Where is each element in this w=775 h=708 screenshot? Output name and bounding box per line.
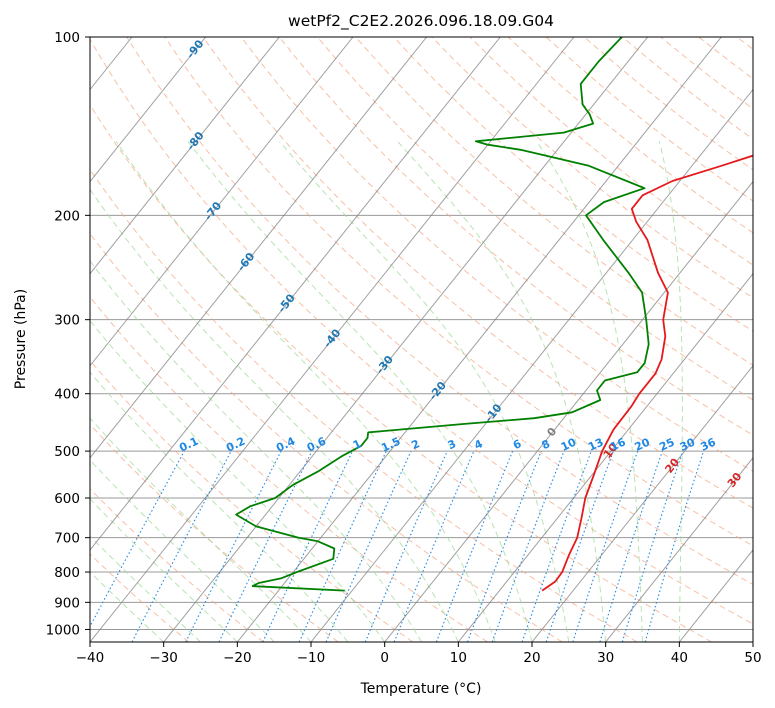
mixing-ratio-label: 10 [559,435,579,453]
mixing-ratio-line [491,450,565,642]
dry-adiabat-line [126,37,753,586]
isotherm-line [457,272,753,642]
chart-title: wetPf2_C2E2.2026.096.18.09.G04 [288,12,554,31]
mixing-ratio-label: 13 [586,436,605,454]
dry-adiabat-line [90,296,488,642]
mixing-ratio-line [644,450,705,642]
dewpoint-profile [235,37,650,592]
y-tick-label: 1000 [46,622,80,638]
moist-adiabat-line [658,141,683,642]
plot-frame [89,36,754,643]
mixing-ratio-line [572,450,639,642]
y-tick-label: 300 [54,313,80,329]
temperature-profile [541,154,753,592]
dry-adiabats [90,37,753,642]
y-tick-label: 400 [54,387,80,403]
x-tick-label: 40 [671,650,688,666]
y-axis-ticks: 100 200 300 400 500 600 700 800 900 1000 [46,30,90,638]
mixing-ratio-label: 30 [678,435,698,453]
isotherm-grid [90,37,753,642]
x-tick-label: −10 [297,650,326,666]
y-tick-label: 500 [54,444,80,460]
dry-adiabat-line [202,37,753,509]
dry-adiabat-line [278,37,753,436]
mixing-ratio-line [466,450,542,642]
y-tick-label: 600 [54,491,80,507]
dry-adiabat-line [90,232,563,642]
mixing-ratio-line [364,450,448,642]
isotherm-line [384,180,753,642]
x-tick-label: 50 [744,650,761,666]
mixing-ratio-line [621,450,684,642]
y-tick-label: 100 [54,30,80,46]
y-tick-label: 800 [54,565,80,581]
moist-adiabat-line [90,417,312,642]
isotherm-line [90,37,501,551]
x-axis-ticks: −40 −30 −20 −10 0 10 20 30 40 50 [76,642,762,666]
mixing-ratio-line [545,450,614,642]
x-tick-label: −30 [149,650,178,666]
mixing-ratio-line [435,450,514,642]
moist-adiabat-line [90,260,422,642]
y-tick-label: 700 [54,531,80,547]
dry-adiabat-line [393,37,753,332]
mixing-ratio-label: 16 [608,435,628,453]
isotherm-line [605,457,753,642]
sounding-series [235,37,753,592]
moist-adiabat-line [397,140,607,642]
isotherm-line [90,37,428,459]
isotherm-line [90,37,575,642]
dry-adiabat-line [164,37,753,547]
moist-adiabat-line [90,188,459,642]
x-tick-label: −40 [76,650,105,666]
dry-adiabat-line [90,38,753,625]
isotherm-line [531,364,753,642]
mixing-ratio-line [185,450,282,642]
moist-adiabat-line [115,141,496,642]
dry-adiabat-line [355,37,753,366]
mixing-ratio-line [599,450,663,642]
x-tick-label: −20 [223,650,252,666]
isotherm-line [90,37,207,183]
mixing-ratio-label: 25 [657,436,676,454]
dry-adiabat-line [90,168,638,642]
mixing-ratio-lines [90,450,705,642]
mixing-ratio-line [521,450,592,642]
x-tick-label: 20 [523,650,540,666]
moist-adiabat-line [279,140,570,642]
isotherm-line [90,37,354,367]
mixing-ratio-line [90,450,185,628]
mixing-ratio-label: 20 [633,435,653,453]
isotherm-line [90,37,280,275]
x-tick-label: 10 [450,650,467,666]
dry-adiabat-line [90,423,339,642]
isotherm-line [310,88,753,642]
moist-adiabat-line [187,140,533,642]
mixing-ratio-line [325,450,412,642]
mixing-ratio-label: 36 [699,435,719,453]
moist-adiabat-line [536,141,643,642]
dry-adiabat-line [90,553,190,642]
mixing-ratio-line [393,450,475,642]
moist-adiabat-line [90,371,349,642]
isotherm-line [163,37,649,642]
y-axis-label: Pressure (hPa) [13,289,29,389]
dry-adiabat-line [317,37,753,401]
x-axis-label: Temperature (°C) [360,681,482,697]
x-tick-label: 30 [597,650,614,666]
y-tick-label: 900 [54,595,80,611]
y-tick-label: 200 [54,208,80,224]
dry-adiabat-line [90,104,712,642]
x-tick-label: 0 [380,650,389,666]
